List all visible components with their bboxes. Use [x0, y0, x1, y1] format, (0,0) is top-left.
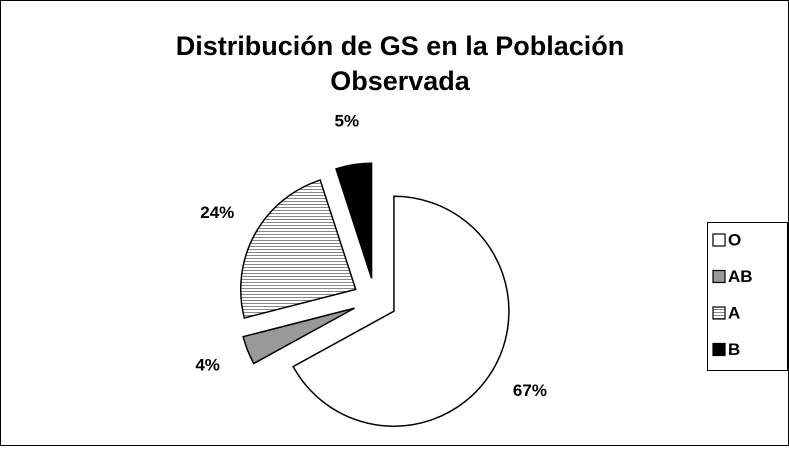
pie-slice	[292, 195, 510, 427]
data-label: 67%	[513, 381, 547, 400]
data-label: 4%	[195, 356, 220, 375]
legend-label: A	[728, 303, 740, 322]
data-label: 5%	[335, 112, 360, 131]
legend-swatch	[712, 342, 726, 357]
pie-slice	[240, 179, 357, 319]
legend-swatch	[712, 269, 726, 284]
legend-swatch	[712, 306, 726, 320]
legend-label: O	[728, 230, 741, 249]
pie-slice	[335, 162, 373, 279]
legend-label: B	[728, 340, 740, 359]
chart-title: Distribución de GS en la Población Observ…	[176, 31, 625, 96]
legend-swatch	[712, 233, 726, 247]
data-label: 24%	[200, 203, 234, 222]
pie-slice	[242, 307, 355, 365]
legend-label: AB	[728, 267, 753, 286]
